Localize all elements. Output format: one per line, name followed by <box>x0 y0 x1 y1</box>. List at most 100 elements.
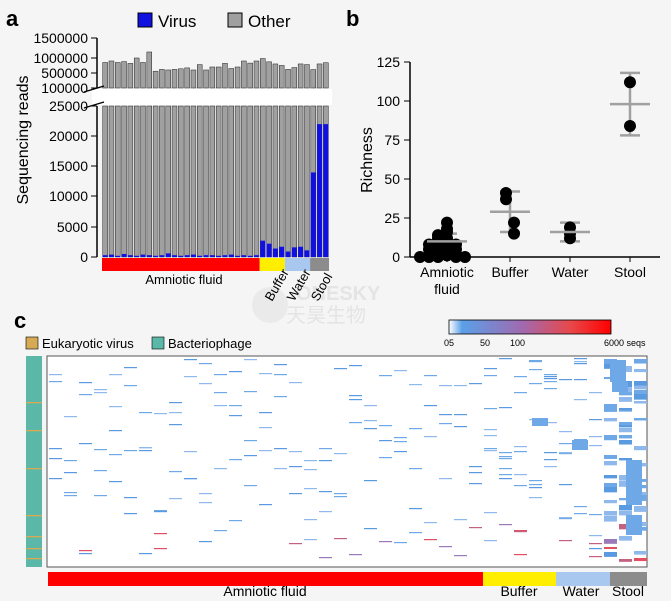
heatmap-cell <box>424 522 437 524</box>
bar-other-lower <box>228 105 234 258</box>
heatmap-cell <box>559 453 572 455</box>
heatmap-cell <box>319 557 332 559</box>
heatmap-cell <box>154 548 167 550</box>
bar-virus <box>241 255 247 257</box>
heatmap-cell <box>604 475 617 479</box>
heatmap-cell <box>514 554 527 556</box>
bar-other-upper <box>190 69 197 89</box>
panel-a-legend: Virus Other <box>137 12 291 31</box>
heatmap-cell <box>634 558 647 562</box>
heatmap-cell <box>529 383 542 385</box>
bar-virus <box>222 255 228 257</box>
heatmap-cell <box>589 392 602 394</box>
legend-other-swatch <box>227 12 243 28</box>
heatmap-cell <box>379 457 392 459</box>
heatmap-cell <box>274 448 287 450</box>
heatmap-cell <box>49 478 62 480</box>
heatmap-cell <box>544 374 557 376</box>
heatmap-cell <box>574 399 587 401</box>
heatmap-cell <box>469 527 482 529</box>
heatmap-cell <box>574 439 587 441</box>
heatmap-cell <box>454 426 467 428</box>
bar-other-upper <box>272 63 279 89</box>
heatmap-cell <box>409 384 422 386</box>
heatmap-cell <box>559 452 572 454</box>
bar-virus <box>203 255 209 257</box>
heatmap-cell <box>544 459 557 461</box>
heatmap-cell <box>244 440 257 442</box>
heatmap-cell <box>634 359 647 364</box>
heatmap-cell <box>154 511 167 513</box>
legend-bacteriophage-swatch <box>151 336 165 350</box>
heatmap-cell <box>334 496 347 498</box>
heatmap-cell <box>619 511 632 516</box>
heatmap-cell <box>244 455 257 457</box>
heatmap-cell <box>634 381 647 386</box>
xtick-b-water: Water <box>552 264 589 280</box>
bar-other-lower <box>159 105 165 258</box>
heatmap-cell <box>184 478 197 480</box>
heatmap-cell <box>514 451 527 453</box>
bar-virus <box>134 255 140 257</box>
colorbar-tick-05: 05 <box>444 338 454 348</box>
heatmap-cell <box>139 553 152 555</box>
heatmap-cell <box>319 448 332 450</box>
ytick-a-1000000: 1000000 <box>33 50 88 66</box>
bar-other-upper <box>197 64 203 89</box>
heatmap-cell <box>49 381 62 383</box>
heatmap-cell <box>394 370 407 372</box>
heatmap-cell <box>634 369 647 373</box>
bar-other-upper <box>278 65 285 89</box>
heatmap-cell <box>619 428 632 433</box>
bar-virus <box>304 250 310 257</box>
heatmap-cell <box>619 498 632 501</box>
heatmap-cell <box>199 502 212 504</box>
heatmap-cell <box>409 428 422 430</box>
heatmap-cell <box>499 452 512 454</box>
data-point <box>624 119 636 132</box>
bar-other-lower <box>121 105 127 258</box>
heatmap-cell <box>259 412 272 414</box>
heatmap-cell <box>439 414 452 416</box>
heatmap-cell <box>244 485 257 487</box>
legend-eukaryotic-label: Eukaryotic virus <box>42 336 134 351</box>
heatmap-cell <box>64 416 77 418</box>
heatmap-cell <box>169 402 182 404</box>
bar-other-upper <box>209 66 216 89</box>
heatmap-cell <box>229 405 242 407</box>
heatmap-cell <box>619 524 632 530</box>
heatmap-cell <box>214 468 227 470</box>
heatmap-cell <box>319 511 332 513</box>
heatmap-cell <box>559 517 572 519</box>
group-label-buffer-c: Buffer <box>500 583 537 599</box>
annotation-eukaryotic-row <box>26 536 42 538</box>
heatmap-cell <box>379 541 392 543</box>
group-segment-a <box>102 258 260 271</box>
colorbar-tick-6000: 6000 seqs <box>604 338 646 348</box>
xtick-b-stool: Stool <box>614 264 646 280</box>
heatmap-cell <box>349 399 362 401</box>
heatmap-cell-block <box>626 460 642 505</box>
panel-c-legend: Eukaryotic virus Bacteriophage <box>25 336 252 351</box>
heatmap-cell <box>364 405 377 407</box>
heatmap-cell <box>529 497 542 499</box>
heatmap-cell <box>604 487 617 493</box>
heatmap-cell <box>124 367 137 369</box>
heatmap-cell <box>379 425 392 427</box>
bar-virus <box>266 243 272 257</box>
heatmap-cell <box>634 401 647 404</box>
annotation-eukaryotic-row <box>26 548 42 550</box>
heatmap-cell <box>499 458 512 460</box>
bar-virus <box>285 251 291 257</box>
heatmap-cell <box>589 436 602 438</box>
bar-virus <box>184 255 190 257</box>
legend-bacteriophage-label: Bacteriophage <box>168 336 252 351</box>
heatmap-cell <box>244 391 257 393</box>
bar-other-upper <box>253 60 260 89</box>
heatmap-cell <box>454 519 467 521</box>
heatmap-cell <box>604 539 617 544</box>
heatmap-cell <box>274 468 287 470</box>
heatmap-cell <box>499 524 512 526</box>
heatmap-cell <box>604 485 617 488</box>
heatmap-cell <box>604 437 617 441</box>
